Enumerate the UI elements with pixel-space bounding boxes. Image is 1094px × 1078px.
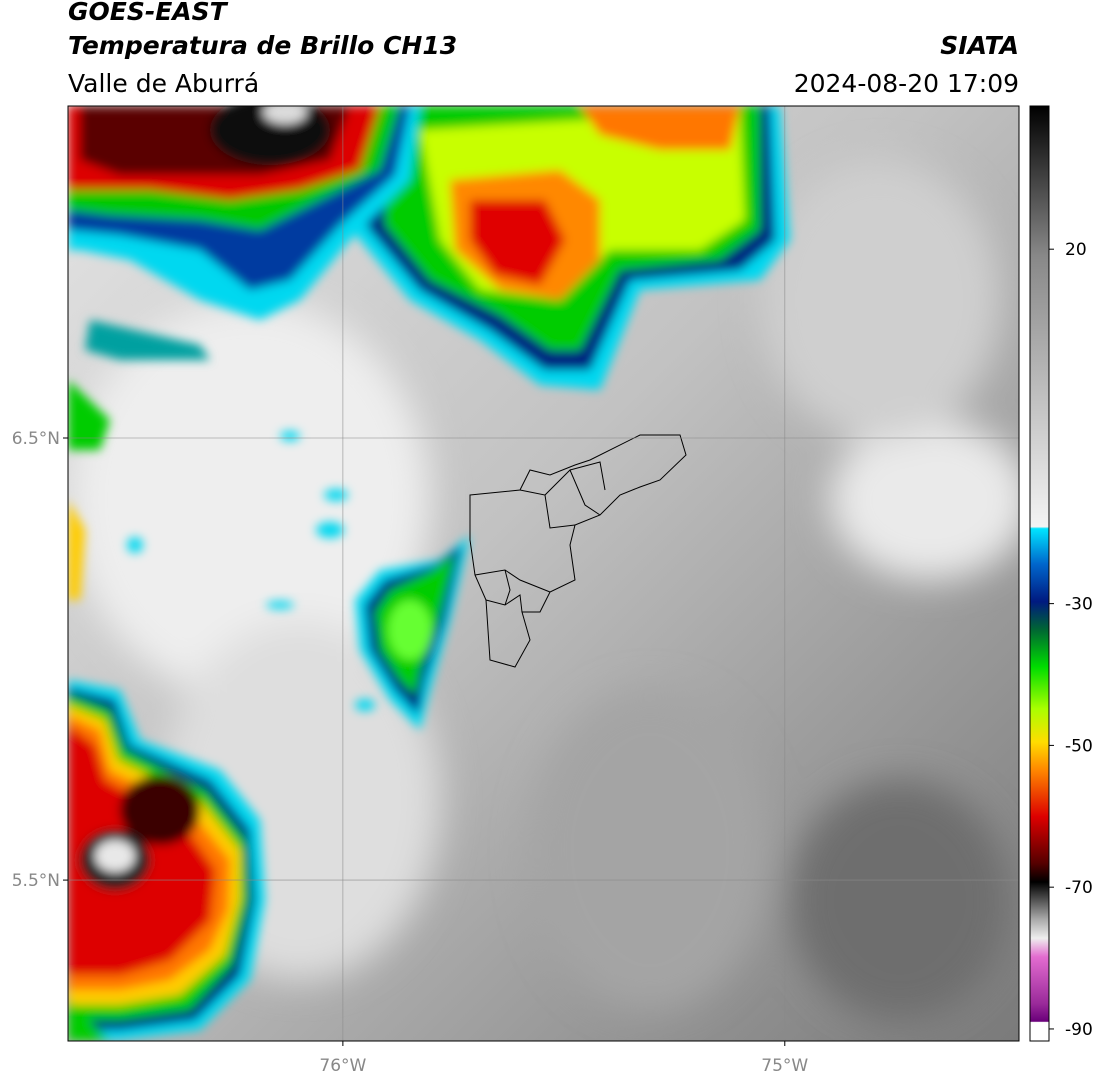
colorbar-tick-label: -50: [1065, 736, 1093, 756]
colorbar-tick-label: -30: [1065, 595, 1093, 615]
colorbar-tick-label: -90: [1065, 1020, 1093, 1040]
source: SIATA: [940, 31, 1019, 60]
colorbar-tick-label: -70: [1065, 878, 1093, 898]
valle-de-aburra-outline: [469, 434, 687, 668]
title: GOES-EAST: [68, 0, 229, 26]
map-frame: [67, 105, 1020, 1042]
region: Valle de Aburrá: [68, 69, 259, 98]
grid: [68, 106, 1019, 1041]
map-image: [68, 106, 1019, 1041]
y-tick-label: 5.5°N: [12, 871, 60, 891]
colorbar: [1029, 105, 1050, 1042]
x-tick-label: 75°W: [761, 1056, 808, 1076]
colorbar-tick-label: 20: [1065, 240, 1087, 260]
y-tick-label: 6.5°N: [12, 429, 60, 449]
convective-cells: [68, 106, 790, 1041]
subtitle: Temperatura de Brillo CH13: [68, 31, 457, 60]
datetime: 2024-08-20 17:09: [794, 69, 1019, 98]
x-tick-label: 76°W: [319, 1056, 366, 1076]
cloud-texture: [70, 160, 1019, 1020]
